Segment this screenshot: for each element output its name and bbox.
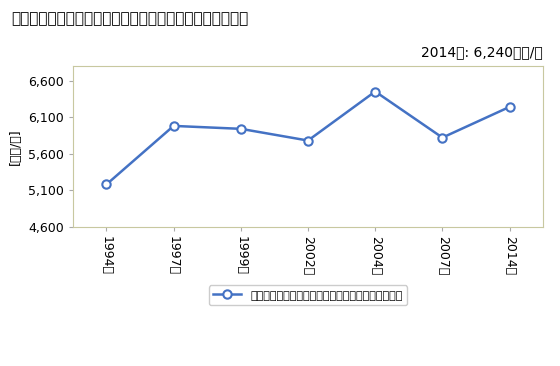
Text: 2014年: 6,240万円/人: 2014年: 6,240万円/人 <box>422 45 543 59</box>
Y-axis label: [万円/人]: [万円/人] <box>10 128 22 165</box>
その他の卸売業の従業者一人当たり年間商品販売額 <box>237 127 244 131</box>
その他の卸売業の従業者一人当たり年間商品販売額 <box>170 124 177 128</box>
その他の卸売業の従業者一人当たり年間商品販売額 <box>305 138 311 143</box>
Line: その他の卸売業の従業者一人当たり年間商品販売額: その他の卸売業の従業者一人当たり年間商品販売額 <box>102 87 514 188</box>
Text: その他の卸売業の従業者一人当たり年間商品販売額の推移: その他の卸売業の従業者一人当たり年間商品販売額の推移 <box>11 11 249 26</box>
その他の卸売業の従業者一人当たり年間商品販売額 <box>439 135 446 140</box>
その他の卸売業の従業者一人当たり年間商品販売額 <box>506 105 513 109</box>
その他の卸売業の従業者一人当たり年間商品販売額 <box>372 89 379 94</box>
その他の卸売業の従業者一人当たり年間商品販売額 <box>103 182 110 187</box>
Legend: その他の卸売業の従業者一人当たり年間商品販売額: その他の卸売業の従業者一人当たり年間商品販売額 <box>209 285 407 305</box>
